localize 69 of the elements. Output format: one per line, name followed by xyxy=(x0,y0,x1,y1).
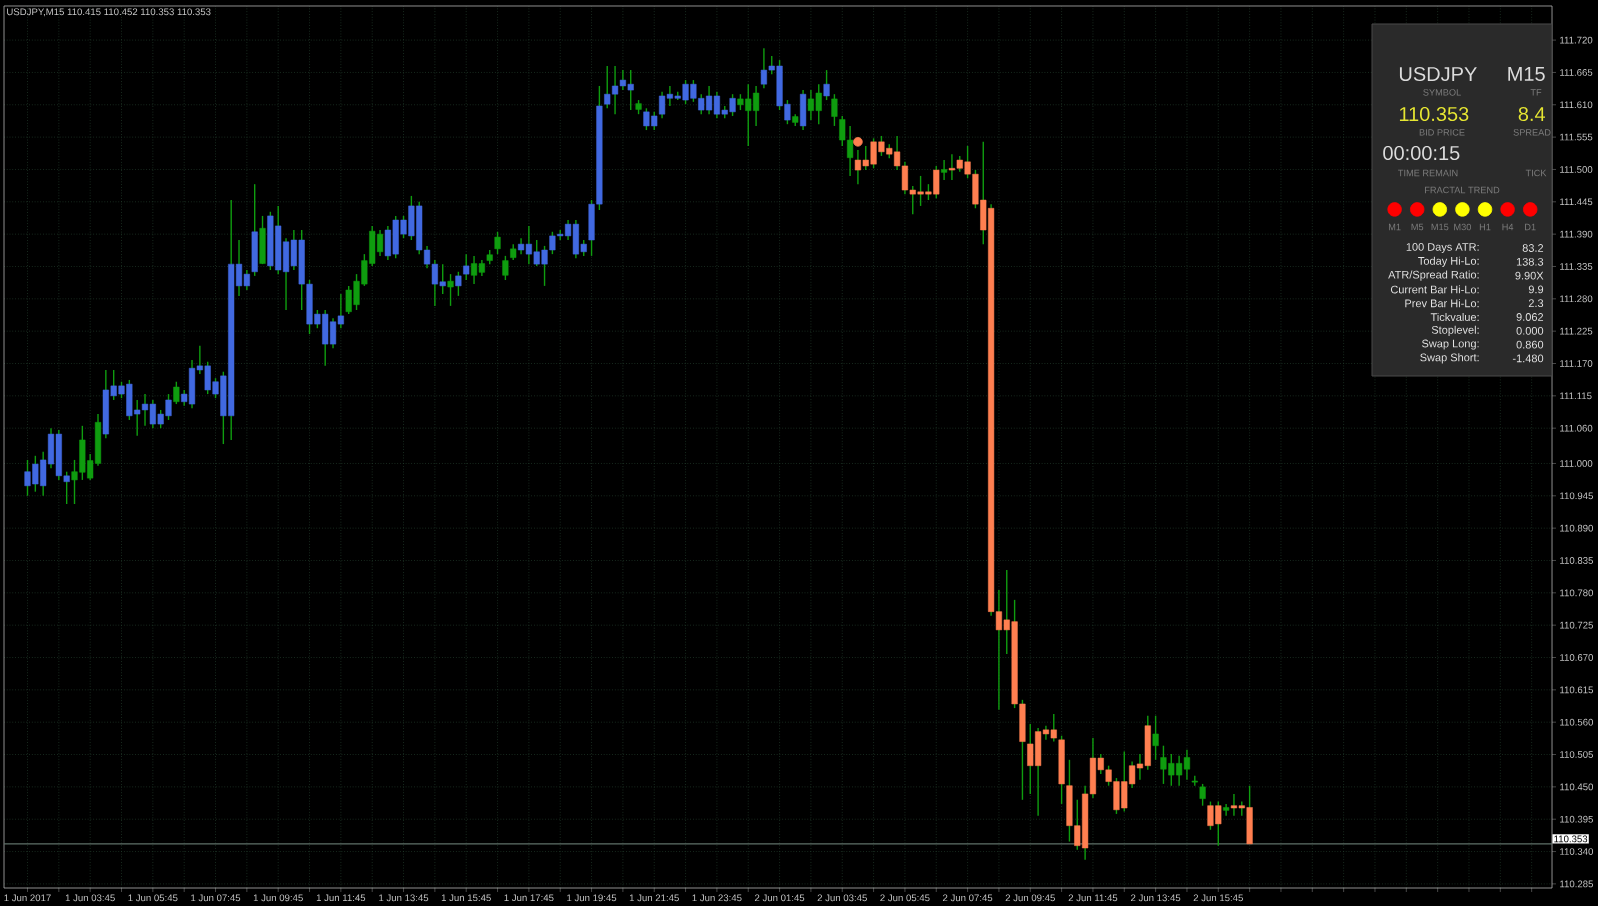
candlestick xyxy=(729,93,736,117)
candlestick xyxy=(525,225,532,265)
candlestick xyxy=(502,255,509,281)
annotation: 8.4 xyxy=(1518,106,1546,122)
candlestick xyxy=(917,175,924,207)
candlestick xyxy=(463,253,470,281)
candlestick xyxy=(1027,723,1034,795)
candlestick xyxy=(1050,713,1057,743)
candlestick xyxy=(79,425,86,481)
candlestick xyxy=(165,393,172,421)
annotation: M15 xyxy=(1508,67,1545,81)
candlestick xyxy=(1230,793,1238,817)
candlestick xyxy=(604,65,611,109)
candlestick xyxy=(948,153,955,181)
candlestick xyxy=(188,359,196,409)
candlestick xyxy=(32,455,39,493)
annotation: 00:00:15 xyxy=(1383,145,1460,161)
candlestick xyxy=(1168,753,1175,787)
candlestick xyxy=(392,215,399,259)
candlestick xyxy=(800,89,807,131)
candlestick xyxy=(455,271,462,297)
candlestick xyxy=(1066,759,1073,843)
candlestick xyxy=(1113,777,1120,815)
candlestick xyxy=(870,137,877,169)
candlestick xyxy=(878,135,885,157)
candlestick xyxy=(933,165,940,199)
candlestick xyxy=(815,83,822,125)
candlestick xyxy=(1207,800,1214,831)
candlestick xyxy=(643,107,650,131)
candlestick xyxy=(470,255,478,285)
candlestick xyxy=(831,93,838,127)
candlestick xyxy=(259,215,266,265)
candlestick xyxy=(1199,783,1206,807)
annotation: USDJPY xyxy=(1399,66,1477,82)
candlestick xyxy=(322,309,329,367)
candlestick xyxy=(572,219,579,259)
candlestick xyxy=(494,231,501,255)
candlestick xyxy=(847,125,854,177)
candlestick xyxy=(1246,784,1253,845)
candlestick xyxy=(1152,715,1159,761)
candlestick xyxy=(1058,735,1065,805)
candlestick xyxy=(55,429,62,481)
candlestick xyxy=(627,69,634,111)
candlestick xyxy=(745,83,752,147)
candlestick xyxy=(1215,800,1222,847)
candlestick xyxy=(658,91,666,119)
candlestick xyxy=(1121,750,1128,813)
candlestick xyxy=(1160,745,1167,785)
candlestick xyxy=(141,393,149,427)
candlestick xyxy=(862,145,869,171)
candlestick xyxy=(611,65,619,115)
candlestick xyxy=(753,85,760,127)
candlestick xyxy=(760,47,767,90)
candlestick xyxy=(447,273,454,307)
candlestick xyxy=(690,79,697,103)
candlestick xyxy=(384,225,391,261)
candlestick xyxy=(1176,755,1183,787)
annotation: 110.353 xyxy=(1399,106,1469,122)
candlestick xyxy=(713,91,720,119)
candlestick xyxy=(682,79,689,105)
candlestick xyxy=(941,159,948,181)
candlestick xyxy=(173,381,180,405)
candlestick xyxy=(149,399,156,429)
candlestick xyxy=(376,229,384,257)
candlestick xyxy=(1183,749,1191,781)
candlestick xyxy=(706,85,713,115)
candlestick xyxy=(1035,727,1042,817)
candlestick xyxy=(807,89,814,121)
candlestick xyxy=(24,459,31,497)
